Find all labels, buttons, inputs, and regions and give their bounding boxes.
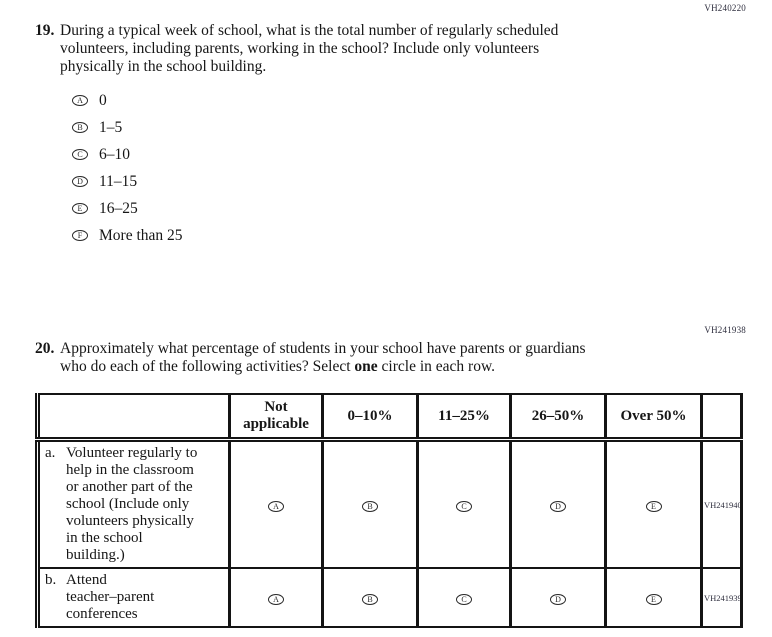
q19-option-row-e: E 16–25 <box>72 195 675 222</box>
row-b-item-code: VH241939 <box>700 567 743 628</box>
q20-row-b-bubble-b[interactable]: B <box>362 594 378 605</box>
q20-text-bold-word: one <box>354 358 378 375</box>
q19-option-row-f: F More than 25 <box>72 222 675 249</box>
row-a-prefix: a. <box>45 445 56 461</box>
q20-question: 20. Approximately what percentage of stu… <box>35 340 745 376</box>
header-over-50: Over 50% <box>604 393 703 442</box>
q19-option-row-a: A 0 <box>72 87 675 114</box>
q20-row-a-bubble-c[interactable]: C <box>456 501 472 512</box>
q20-item-code: VH241938 <box>704 325 746 335</box>
row-a-item-code: VH241940 <box>700 438 743 569</box>
q19-option-row-c: C 6–10 <box>72 141 675 168</box>
row-b-cell-26-50: D <box>509 567 607 628</box>
q19-option-bubble-e[interactable]: E <box>72 203 88 214</box>
q19-option-row-d: D 11–15 <box>72 168 675 195</box>
row-b-cell-over-50: E <box>604 567 703 628</box>
q19-option-bubble-d[interactable]: D <box>72 176 88 187</box>
question-19: 19. During a typical week of school, wha… <box>35 22 675 249</box>
row-b-cell-not-applicable: A <box>228 567 324 628</box>
q19-option-label-e: 16–25 <box>99 199 138 217</box>
header-empty-right <box>700 393 743 442</box>
q19-option-label-f: More than 25 <box>99 226 183 244</box>
q20-text-part1: Approximately what percentage of student… <box>60 340 586 375</box>
q19-number: 19. <box>35 22 55 39</box>
q19-options-list: A 0 B 1–5 C 6–10 D 11–15 E 16–25 F More … <box>72 87 675 249</box>
q20-text-part2: circle in each row. <box>377 358 496 375</box>
row-b-prefix: b. <box>45 572 57 588</box>
row-a-label-cell: a. Volunteer regularly to help in the cl… <box>36 438 231 569</box>
row-b-text: Attend teacher–parent conferences <box>66 572 155 622</box>
q19-option-label-a: 0 <box>99 91 107 109</box>
q19-text: During a typical week of school, what is… <box>60 22 559 75</box>
table-row-a: a. Volunteer regularly to help in the cl… <box>36 438 743 569</box>
q19-option-label-c: 6–10 <box>99 145 130 163</box>
q20-response-table: Not applicable 0–10% 11–25% 26–50% Over … <box>35 393 743 628</box>
q20-row-a-bubble-a[interactable]: A <box>268 501 284 512</box>
q19-option-bubble-a[interactable]: A <box>72 95 88 106</box>
row-a-cell-0-10: B <box>321 438 419 569</box>
q19-option-label-d: 11–15 <box>99 172 138 190</box>
q19-option-bubble-f[interactable]: F <box>72 230 88 241</box>
q19-option-label-b: 1–5 <box>99 118 123 136</box>
header-0-10: 0–10% <box>321 393 419 442</box>
q19-question: 19. During a typical week of school, wha… <box>35 22 675 76</box>
header-not-applicable: Not applicable <box>228 393 324 442</box>
q20-row-b-bubble-d[interactable]: D <box>550 594 566 605</box>
q19-item-code: VH240220 <box>704 3 746 13</box>
q20-row-b-bubble-c[interactable]: C <box>456 594 472 605</box>
table-row-b: b. Attend teacher–parent conferences A B… <box>36 567 743 628</box>
question-20: 20. Approximately what percentage of stu… <box>35 340 745 628</box>
header-26-50: 26–50% <box>509 393 607 442</box>
q20-row-b-bubble-a[interactable]: A <box>268 594 284 605</box>
q20-number: 20. <box>35 340 55 357</box>
row-a-cell-over-50: E <box>604 438 703 569</box>
q20-text: Approximately what percentage of student… <box>60 340 586 376</box>
q19-option-bubble-b[interactable]: B <box>72 122 88 133</box>
row-b-cell-11-25: C <box>416 567 512 628</box>
q20-row-b-bubble-e[interactable]: E <box>645 594 662 605</box>
header-11-25: 11–25% <box>416 393 512 442</box>
row-b-cell-0-10: B <box>321 567 419 628</box>
row-a-cell-not-applicable: A <box>228 438 324 569</box>
q19-option-bubble-c[interactable]: C <box>72 149 88 160</box>
q20-row-a-bubble-b[interactable]: B <box>362 501 378 512</box>
q20-row-a-bubble-e[interactable]: E <box>645 501 662 512</box>
q19-option-row-b: B 1–5 <box>72 114 675 141</box>
row-a-cell-26-50: D <box>509 438 607 569</box>
table-header-row: Not applicable 0–10% 11–25% 26–50% Over … <box>36 393 743 442</box>
header-empty-left <box>36 393 231 442</box>
row-b-label-cell: b. Attend teacher–parent conferences <box>36 567 231 628</box>
q20-row-a-bubble-d[interactable]: D <box>550 501 566 512</box>
row-a-text: Volunteer regularly to help in the class… <box>66 445 198 563</box>
row-a-cell-11-25: C <box>416 438 512 569</box>
